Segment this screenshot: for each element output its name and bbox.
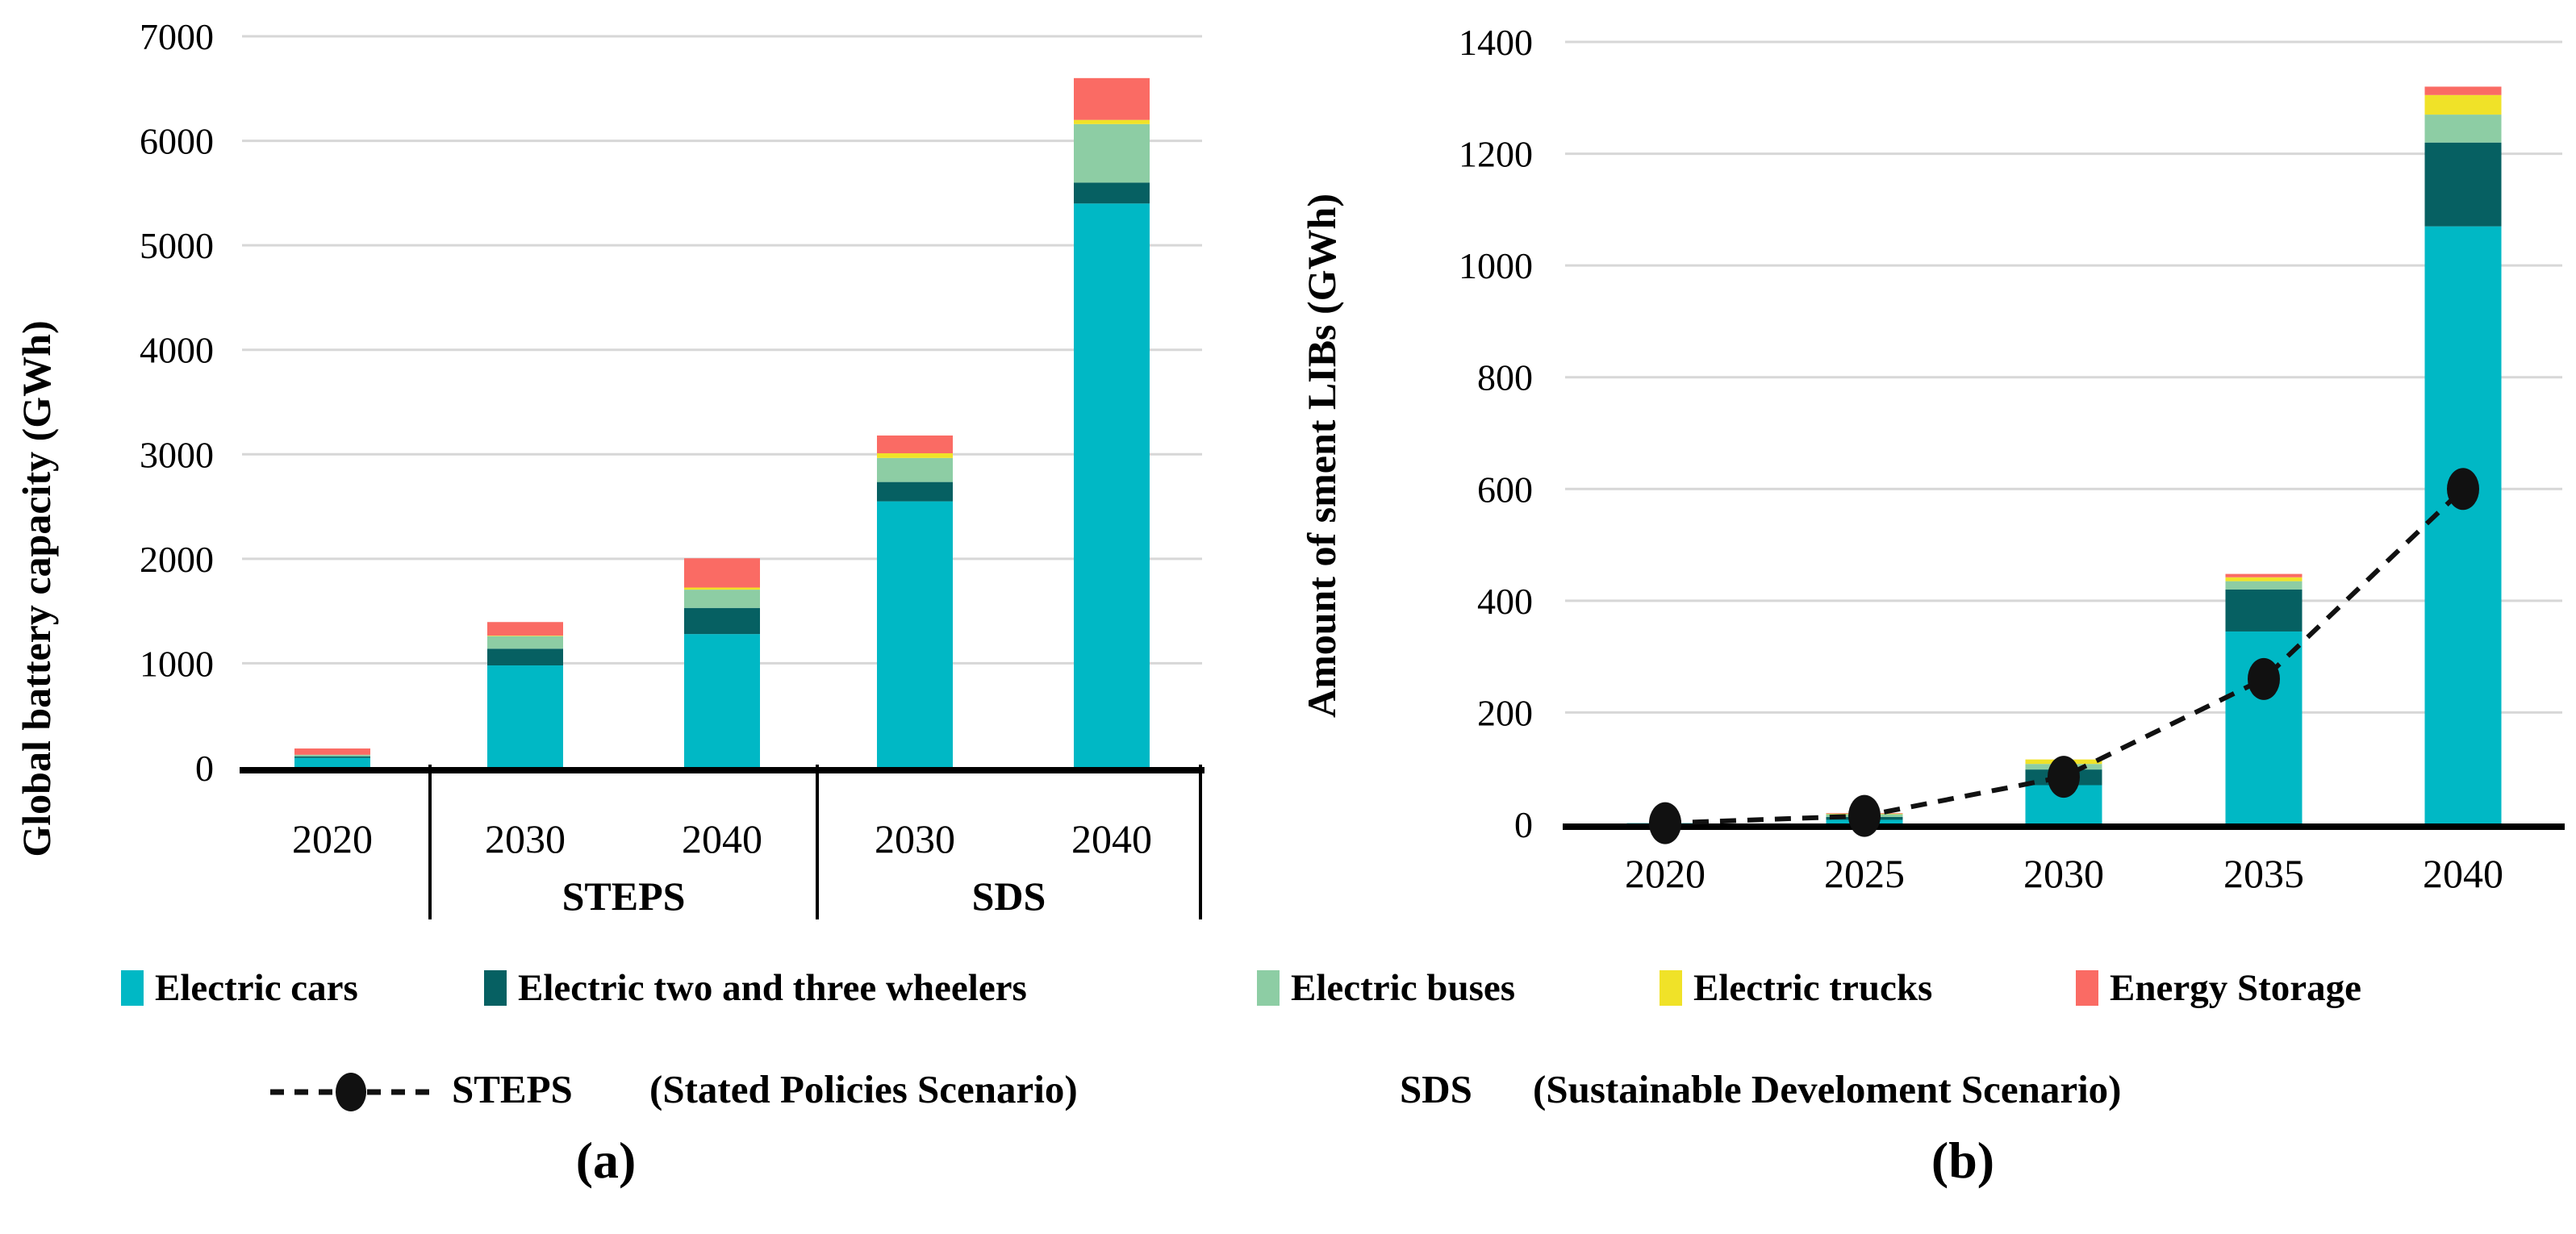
y-tick-label: 2000 — [140, 539, 214, 580]
bar-segment — [2225, 590, 2303, 632]
bar-segment — [487, 636, 563, 649]
panel-b-caption: (b) — [1931, 1132, 1995, 1189]
legend-steps-description: (Stated Policies Scenario) — [649, 1067, 1078, 1111]
bar-segment — [294, 757, 370, 768]
legend-label: Electric trucks — [1693, 967, 1933, 1009]
bar-segment — [2225, 581, 2303, 590]
y-tick-label: 800 — [1477, 357, 1533, 398]
bar-segment — [487, 622, 563, 636]
y-axis-title: Amount of sment LIBs (GWh) — [1299, 194, 1344, 718]
steps-data-point — [1848, 794, 1881, 837]
bar-segment — [877, 435, 953, 453]
energy-storage-swatch-icon — [2076, 970, 2098, 1006]
electric-cars-swatch-icon — [121, 970, 144, 1006]
bar-segment — [684, 558, 760, 588]
y-tick-label: 1000 — [140, 643, 214, 684]
x-tick-label: 2040 — [682, 816, 762, 861]
x-tick-label: 2030 — [875, 816, 955, 861]
bar-segment — [487, 665, 563, 768]
electric-buses-swatch-icon — [1257, 970, 1280, 1006]
chart-panel-b: 0 200 400 600 800 1000 1200 1400 2020 2025 2030 203… — [1299, 22, 2565, 896]
bar-segment — [2225, 573, 2303, 577]
panel-a-caption: (a) — [575, 1132, 637, 1189]
x-tick-label: 2020 — [292, 816, 373, 861]
electric-two-three-wheelers-swatch-icon — [484, 970, 507, 1006]
electric-trucks-swatch-icon — [1660, 970, 1682, 1006]
steps-line — [1664, 487, 2465, 826]
x-tick-label: 2020 — [1625, 851, 1706, 896]
bar-segment — [294, 756, 370, 758]
y-tick-label: 7000 — [140, 16, 214, 57]
y-tick-label: 1000 — [1459, 245, 1533, 286]
bar-segment — [2424, 94, 2502, 115]
legend-label: Electric cars — [155, 967, 358, 1009]
y-tick-label: 1400 — [1459, 22, 1533, 63]
bar-segment — [2424, 86, 2502, 95]
steps-data-point — [2248, 657, 2280, 700]
y-tick-label: 0 — [195, 748, 214, 789]
bar-segment — [684, 590, 760, 608]
group-label: STEPS — [562, 873, 686, 919]
legend-item-electric-two-three-wheelers: Electric two and three wheelers — [484, 966, 1027, 1010]
chart-panel-a: 0 1000 2000 3000 4000 5000 6000 7000 2020 2030 204… — [14, 16, 1204, 919]
legend-label: Energy Storage — [2110, 967, 2361, 1009]
group-label: SDS — [972, 873, 1046, 919]
bar-segment — [2424, 226, 2502, 825]
bar-segment — [1074, 77, 1150, 120]
bar-segment — [294, 748, 370, 755]
bar-segment — [1074, 182, 1150, 204]
bar-segment — [684, 634, 760, 768]
bar-segment — [1074, 119, 1150, 124]
y-tick-label: 400 — [1477, 581, 1533, 622]
legend-label: Electric two and three wheelers — [518, 967, 1027, 1009]
y-tick-label: 200 — [1477, 692, 1533, 733]
y-tick-label: 6000 — [140, 121, 214, 162]
y-tick-label: 600 — [1477, 469, 1533, 510]
bar-segment — [877, 482, 953, 502]
x-tick-label: 2030 — [2023, 851, 2104, 896]
steps-dashed-line-icon — [270, 1073, 432, 1111]
y-tick-label: 4000 — [140, 330, 214, 371]
y-axis-title: Global battery capacity (GWh) — [14, 320, 59, 857]
y-tick-label: 1200 — [1459, 134, 1533, 175]
legend-item-electric-trucks: Electric trucks — [1660, 966, 1932, 1010]
bar-segment — [294, 754, 370, 757]
x-tick-label: 2035 — [2223, 851, 2304, 896]
legend-sds-description: (Sustainable Develoment Scenario) — [1533, 1067, 2122, 1111]
x-tick-label: 2025 — [1824, 851, 1905, 896]
steps-data-point — [2048, 756, 2080, 798]
bar-segment — [2424, 115, 2502, 143]
steps-data-point — [2447, 468, 2479, 511]
legend-label: Electric buses — [1291, 967, 1516, 1009]
bar-segment — [877, 457, 953, 482]
bar-segment — [684, 587, 760, 590]
legend-item-energy-storage: Energy Storage — [2076, 966, 2361, 1010]
y-tick-label: 3000 — [140, 434, 214, 475]
y-tick-label: 5000 — [140, 225, 214, 266]
legend-item-electric-cars: Electric cars — [121, 966, 358, 1010]
legend-steps-label: STEPS — [452, 1067, 573, 1111]
bar-segment — [2225, 577, 2303, 582]
bar-segment — [487, 648, 563, 666]
bar-segment — [877, 452, 953, 458]
x-tick-label: 2030 — [485, 816, 566, 861]
bar-segment — [1074, 123, 1150, 183]
y-tick-label: 0 — [1514, 804, 1533, 845]
bar-segment — [877, 501, 953, 768]
bar-segment — [1074, 203, 1150, 769]
x-tick-label: 2040 — [2423, 851, 2503, 896]
x-tick-label: 2040 — [1071, 816, 1152, 861]
legend-sds-label: SDS — [1400, 1067, 1472, 1111]
steps-data-point — [1649, 802, 1681, 844]
bar-segment — [2424, 142, 2502, 227]
legend-item-electric-buses: Electric buses — [1257, 966, 1515, 1010]
bar-segment — [684, 607, 760, 635]
